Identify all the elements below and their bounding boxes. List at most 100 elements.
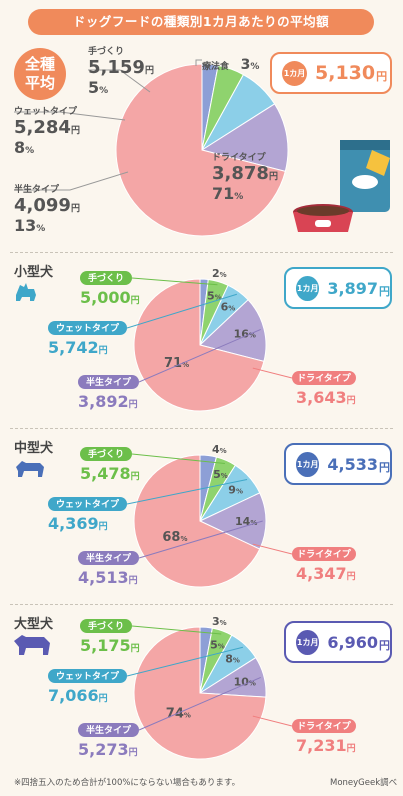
divider bbox=[10, 252, 393, 253]
yen-unit: 円 bbox=[376, 69, 388, 83]
leader-line-large-dry bbox=[252, 715, 293, 727]
chip-label-large-dry: ドライタイプ bbox=[297, 720, 352, 732]
chip-label-medium-wet: ウェットタイプ bbox=[56, 498, 120, 510]
large-dog-icon bbox=[14, 635, 50, 655]
pie-label-small-semi: 16% bbox=[234, 328, 256, 341]
leader-line-hand bbox=[88, 69, 151, 93]
pie-label-small-wet: 6% bbox=[221, 301, 236, 314]
badge-line-2: 平均 bbox=[24, 74, 55, 92]
chip-large-dry bbox=[292, 719, 356, 733]
pie-chart-medium: 68%14%9%5%4%手づくり5,478円ウェットタイプ4,369円半生タイプ… bbox=[48, 443, 356, 588]
monthly-value-all: 5,130 bbox=[315, 62, 376, 84]
chip-medium-wet bbox=[48, 497, 127, 511]
leader-line-therapy bbox=[195, 59, 202, 66]
monthly-value-small: 3,897 bbox=[327, 278, 378, 298]
yen-unit: 円 bbox=[379, 638, 390, 652]
pct-unit: % bbox=[234, 192, 244, 202]
pct-unit: % bbox=[250, 62, 260, 72]
chip-small-semi bbox=[78, 375, 139, 389]
leader-line-small-hand bbox=[131, 277, 218, 286]
divider bbox=[10, 604, 393, 605]
pct-unit: % bbox=[36, 224, 46, 234]
badge-all: 全種 平均 bbox=[14, 48, 66, 100]
percent: 3 bbox=[240, 57, 251, 73]
leader-line-semi bbox=[14, 171, 129, 191]
chip-large-semi bbox=[78, 723, 139, 737]
label-semi-all: 半生タイプ 4,099円 13% bbox=[14, 182, 80, 235]
pie-label-large-semi: 10% bbox=[234, 676, 256, 689]
chip-label-small-wet: ウェットタイプ bbox=[56, 322, 120, 334]
pie-label-medium-hand: 5% bbox=[213, 468, 228, 481]
percent: 13 bbox=[14, 216, 37, 235]
pie-chart-all bbox=[14, 59, 289, 237]
pie-chart-large: 74%10%8%5%3%手づくり5,175円ウェットタイプ7,066円半生タイプ… bbox=[48, 615, 356, 760]
chip-large-wet bbox=[48, 669, 127, 683]
monthly-value-medium: 4,533 bbox=[327, 454, 378, 474]
chip-medium-hand bbox=[80, 447, 132, 461]
chip-label-large-wet: ウェットタイプ bbox=[56, 670, 120, 682]
chip-small-dry bbox=[292, 371, 356, 385]
leader-line-medium-wet bbox=[126, 479, 248, 505]
price-large-hand: 5,175円 bbox=[80, 636, 140, 655]
panel-all: 全種 平均 1カ月 5,130 円 手づくり 5,159円 5% 療法食 3% … bbox=[0, 0, 403, 250]
leader-line-small-wet bbox=[126, 293, 238, 329]
price: 4,099 bbox=[14, 195, 71, 216]
chip-label-small-hand: 手づくり bbox=[88, 272, 124, 284]
type-label: ウェットタイプ bbox=[14, 107, 78, 117]
monthly-pill: 1カ月 bbox=[296, 629, 320, 655]
pie-slice-medium-semi bbox=[198, 492, 267, 550]
yen-unit: 円 bbox=[70, 126, 80, 136]
label-hand-all: 手づくり 5,159円 5% bbox=[88, 44, 154, 97]
monthly-pill: 1カ月 bbox=[296, 451, 320, 477]
chip-label-large-semi: 半生タイプ bbox=[86, 724, 132, 736]
monthly-value-large: 6,960 bbox=[327, 632, 378, 652]
leader-line-medium-semi bbox=[138, 520, 263, 559]
percent: 71 bbox=[212, 184, 235, 203]
section-title-large: 大型犬 bbox=[14, 617, 54, 632]
price: 3,878 bbox=[212, 163, 269, 184]
type-label: 半生タイプ bbox=[14, 185, 60, 195]
food-bag-icon bbox=[340, 140, 390, 212]
pie-label-small-hand: 5% bbox=[207, 290, 222, 303]
price-medium-semi: 4,513円 bbox=[78, 568, 138, 587]
pie-label-small-therapy: 2% bbox=[212, 267, 227, 280]
yen-unit: 円 bbox=[268, 172, 278, 182]
chip-label-small-semi: 半生タイプ bbox=[86, 376, 132, 388]
credit: MoneyGeek調べ bbox=[330, 778, 398, 788]
pie-chart-small: 71%16%6%5%2%手づくり5,000円ウェットタイプ5,742円半生タイプ… bbox=[48, 267, 356, 412]
type-label: ドライタイプ bbox=[212, 153, 266, 163]
chip-medium-dry bbox=[292, 547, 356, 561]
price-medium-dry: 4,347円 bbox=[296, 564, 356, 583]
chip-small-wet bbox=[48, 321, 127, 335]
leader-line-large-semi bbox=[138, 676, 261, 731]
label-therapy-all: 療法食 3% bbox=[202, 54, 259, 73]
pie-slice-all-dry bbox=[115, 63, 286, 237]
monthly-box-small: 1カ月 3,897 円 bbox=[284, 267, 392, 309]
chip-label-medium-hand: 手づくり bbox=[88, 448, 124, 460]
leader-line-small-semi bbox=[138, 328, 261, 383]
pie-label-large-therapy: 3% bbox=[212, 615, 227, 628]
price: 5,159 bbox=[88, 57, 145, 78]
chip-label-medium-dry: ドライタイプ bbox=[297, 548, 352, 560]
divider bbox=[10, 428, 393, 429]
price: 5,284 bbox=[14, 117, 71, 138]
pie-label-large-hand: 5% bbox=[210, 639, 225, 652]
chip-label-small-dry: ドライタイプ bbox=[297, 372, 352, 384]
yen-unit: 円 bbox=[70, 204, 80, 214]
section-title-medium: 中型犬 bbox=[14, 441, 54, 456]
leader-line-medium-hand bbox=[131, 453, 225, 464]
pie-label-large-wet: 8% bbox=[225, 652, 240, 665]
dog-food-illustration bbox=[293, 140, 390, 232]
price-medium-hand: 5,478円 bbox=[80, 464, 140, 483]
price-large-semi: 5,273円 bbox=[78, 740, 138, 759]
medium-dog-icon bbox=[16, 461, 44, 477]
badge-line-1: 全種 bbox=[24, 55, 55, 73]
pct-unit: % bbox=[99, 86, 109, 96]
yen-unit: 円 bbox=[379, 460, 390, 474]
pie-slice-large-dry bbox=[133, 626, 267, 760]
chip-small-hand bbox=[80, 271, 132, 285]
label-wet-all: ウェットタイプ 5,284円 8% bbox=[14, 104, 80, 157]
monthly-box-all: 1カ月 5,130 円 bbox=[270, 52, 392, 94]
pie-label-medium-therapy: 4% bbox=[212, 443, 227, 456]
chip-label-large-hand: 手づくり bbox=[88, 620, 124, 632]
